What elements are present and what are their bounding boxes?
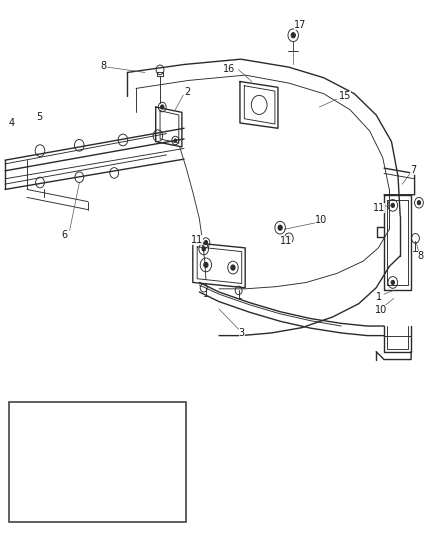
Circle shape	[278, 225, 283, 230]
Circle shape	[417, 200, 421, 205]
Circle shape	[202, 247, 205, 251]
Circle shape	[287, 236, 290, 240]
Text: 1: 1	[376, 292, 382, 302]
Text: 11: 11	[280, 236, 293, 246]
Text: 16: 16	[223, 64, 235, 74]
Text: 11: 11	[373, 203, 385, 213]
Circle shape	[204, 262, 208, 268]
Text: 3: 3	[239, 328, 245, 338]
Circle shape	[174, 139, 177, 142]
Text: 10: 10	[375, 305, 388, 315]
Circle shape	[204, 240, 208, 245]
Text: 5: 5	[36, 111, 43, 122]
Text: 11: 11	[191, 235, 203, 245]
Circle shape	[291, 33, 295, 38]
Text: 12: 12	[148, 457, 160, 467]
Text: 4: 4	[9, 118, 15, 128]
Circle shape	[231, 265, 235, 270]
Text: 10: 10	[315, 215, 327, 225]
Text: 6: 6	[62, 230, 68, 240]
Circle shape	[160, 105, 164, 109]
Text: 17: 17	[294, 20, 307, 30]
Bar	[10, 402, 186, 522]
Circle shape	[391, 203, 395, 207]
Text: 7: 7	[410, 165, 417, 175]
Text: 8: 8	[100, 61, 106, 70]
Circle shape	[391, 280, 395, 285]
Text: 15: 15	[339, 91, 351, 101]
Text: 2: 2	[184, 87, 191, 97]
Text: 8: 8	[418, 251, 424, 261]
